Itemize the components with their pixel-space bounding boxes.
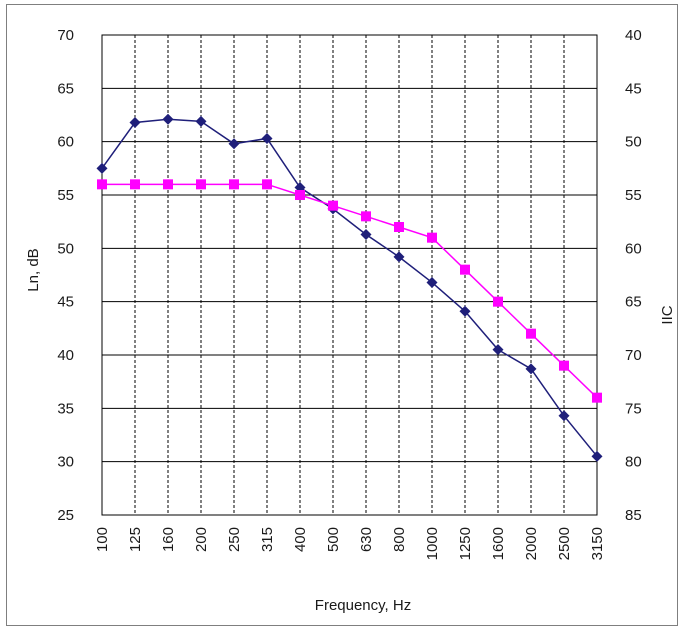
series-2-point: [394, 222, 404, 232]
x-tick-label: 250: [226, 527, 243, 552]
left-axis-ticks: 70 65 60 55 50 45 40 35 30 25: [57, 27, 74, 524]
series-1-point: [162, 113, 174, 125]
series-1-line: [101, 118, 598, 457]
right-axis-ticks: 40 45 50 55 60 65 70 75 80 85: [625, 27, 642, 524]
x-tick-label: 800: [391, 527, 408, 552]
series-2-point: [262, 179, 272, 190]
series-1-point: [360, 228, 372, 240]
series-2-point: [427, 232, 437, 243]
x-tick-label: 500: [325, 527, 342, 552]
x-tick-label: 3150: [589, 527, 606, 560]
x-tick-label: 400: [292, 527, 309, 552]
x-axis-ticks: 100 125 160 200 250 315 400 500 630 800 1000 1250 16…: [94, 527, 606, 560]
left-tick-label: 40: [57, 347, 74, 364]
series-2-point: [328, 200, 338, 211]
series-1-point: [393, 251, 405, 263]
x-tick-label: 200: [193, 527, 210, 552]
series-1-point: [525, 363, 537, 375]
series-1-point: [426, 276, 438, 288]
series-group: [96, 113, 603, 462]
x-tick-label: 125: [127, 527, 144, 552]
left-tick-label: 35: [57, 400, 74, 417]
right-tick-label: 80: [625, 454, 642, 471]
x-tick-label: 2000: [523, 527, 540, 560]
left-tick-label: 30: [57, 454, 74, 471]
left-axis-title: Ln, dB: [25, 248, 42, 291]
series-2-line: [102, 183, 598, 399]
series-2-point: [130, 179, 140, 190]
right-tick-label: 55: [625, 187, 642, 204]
right-axis-title: IIC: [659, 305, 676, 324]
x-tick-label: 2500: [556, 527, 573, 560]
right-tick-label: 65: [625, 294, 642, 311]
right-tick-label: 40: [625, 27, 642, 44]
x-tick-label: 160: [160, 527, 177, 552]
series-2-point: [592, 392, 602, 403]
series-1-point: [129, 116, 141, 128]
left-tick-label: 65: [57, 80, 74, 97]
left-tick-label: 60: [57, 134, 74, 151]
x-tick-label: 1600: [490, 527, 507, 560]
series-2-point: [460, 264, 470, 275]
series-1-point: [228, 138, 240, 150]
x-axis-title: Frequency, Hz: [315, 597, 411, 614]
series-1-point: [591, 450, 603, 462]
x-tick-label: 100: [94, 527, 111, 552]
right-tick-label: 50: [625, 134, 642, 151]
series-2-point: [526, 328, 536, 339]
series-2-point: [163, 179, 173, 190]
series-2-point: [97, 179, 107, 190]
x-tick-label: 1000: [424, 527, 441, 560]
left-tick-label: 50: [57, 240, 74, 257]
right-tick-label: 60: [625, 240, 642, 257]
series-2-point: [196, 179, 206, 190]
series-2-point: [559, 360, 569, 371]
left-tick-label: 25: [57, 507, 74, 524]
series-2-point: [361, 211, 371, 222]
grid: [102, 34, 597, 516]
right-tick-label: 70: [625, 347, 642, 364]
left-tick-label: 70: [57, 27, 74, 44]
right-tick-label: 85: [625, 507, 642, 524]
series-1-point: [459, 305, 471, 317]
series-2-point: [295, 190, 305, 200]
left-tick-label: 55: [57, 187, 74, 204]
series-1-point: [261, 132, 273, 144]
left-tick-label: 45: [57, 294, 74, 311]
right-tick-label: 45: [625, 80, 642, 97]
plot-area: [101, 34, 598, 516]
series-1-point: [492, 344, 504, 356]
right-tick-label: 75: [625, 400, 642, 417]
x-tick-label: 630: [358, 527, 375, 552]
series-2-point: [229, 179, 239, 190]
x-tick-label: 315: [259, 527, 276, 552]
series-2-point: [493, 296, 503, 307]
series-1-point: [195, 115, 207, 127]
chart-frame: [6, 4, 678, 626]
series-1-point: [558, 410, 570, 422]
series-1-point: [96, 162, 108, 174]
x-tick-label: 1250: [457, 527, 474, 560]
